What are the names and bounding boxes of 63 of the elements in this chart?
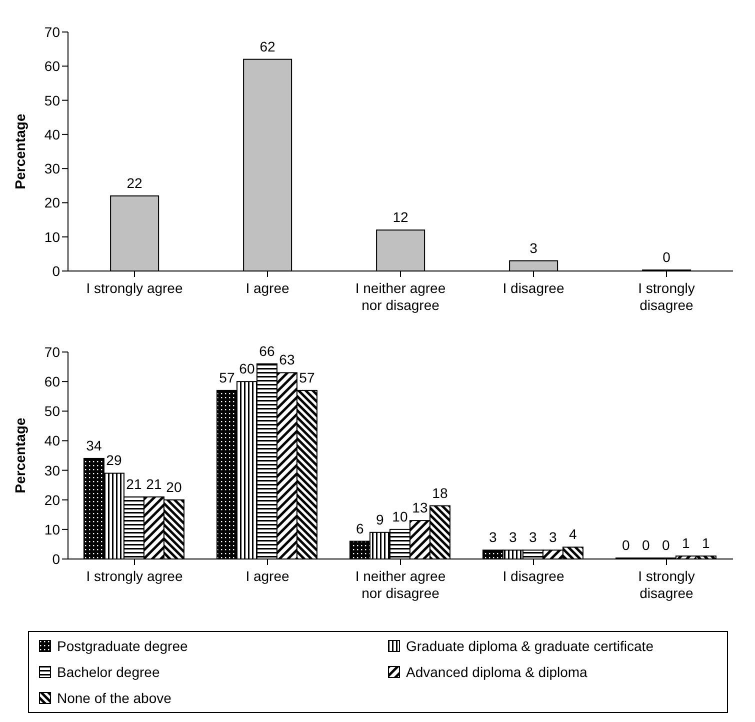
- legend-label: Graduate diploma & graduate certificate: [406, 638, 654, 654]
- y-tick-label: 60: [44, 58, 60, 74]
- data-label: 57: [219, 369, 235, 386]
- data-label: 3: [489, 529, 498, 546]
- data-label: 29: [106, 452, 122, 468]
- data-label: 1: [702, 535, 710, 552]
- y-tick-label: 10: [44, 521, 60, 538]
- y-tick-label: 70: [44, 344, 60, 360]
- x-tick-label: I neither agree nor disagree: [355, 280, 446, 313]
- data-label: 66: [259, 342, 275, 359]
- y-tick-label: 20: [44, 194, 60, 211]
- data-label: 60: [239, 360, 255, 377]
- x-tick-label: I disagree: [502, 280, 564, 296]
- data-label: 12: [392, 209, 409, 226]
- data-label: 3: [509, 529, 518, 546]
- data-label: 3: [549, 529, 558, 546]
- x-tick-label: I disagree: [502, 568, 564, 584]
- y-tick-label: 20: [44, 492, 60, 508]
- y-tick-label: 40: [44, 432, 60, 449]
- data-label: 4: [569, 526, 578, 542]
- y-axis-title: Percentage: [12, 418, 28, 494]
- x-tick-label: I strongly disagree: [638, 280, 695, 313]
- y-tick-label: 30: [44, 462, 60, 478]
- data-label: 63: [279, 352, 295, 368]
- y-tick-label: 40: [44, 126, 60, 142]
- y-tick-label: 70: [44, 24, 60, 40]
- y-tick-label: 0: [52, 550, 60, 567]
- x-tick-label: I agree: [246, 280, 290, 296]
- data-label: 62: [260, 38, 276, 54]
- data-label: 18: [432, 484, 448, 501]
- x-tick-label: I agree: [246, 568, 290, 584]
- y-axis-title: Percentage: [12, 114, 28, 190]
- x-tick-label: I neither agree nor disagree: [355, 568, 446, 601]
- y-tick-label: 30: [44, 160, 60, 177]
- data-label: 3: [529, 529, 538, 546]
- data-label: 0: [622, 537, 630, 553]
- data-label: 34: [86, 437, 102, 454]
- y-tick-label: 60: [44, 374, 60, 390]
- y-tick-label: 50: [44, 92, 60, 108]
- data-label: 9: [376, 511, 384, 528]
- y-tick-label: 50: [44, 403, 60, 420]
- data-label: 57: [299, 369, 315, 386]
- data-label: 3: [530, 240, 538, 256]
- data-label: 0: [662, 249, 671, 265]
- data-label: 0: [662, 537, 670, 553]
- legend-label: None of the above: [57, 690, 172, 706]
- y-tick-label: 10: [44, 228, 60, 245]
- legend-label: Advanced diploma & diploma: [406, 664, 588, 680]
- data-label: 0: [642, 537, 650, 553]
- data-label: 10: [392, 508, 408, 524]
- data-label: 6: [356, 520, 364, 536]
- legend-label: Bachelor degree: [57, 664, 160, 680]
- x-tick-label: I strongly agree: [86, 568, 183, 584]
- data-label: 21: [126, 476, 142, 492]
- data-label: 13: [412, 500, 428, 516]
- data-label: 22: [126, 174, 143, 191]
- x-tick-label: I strongly disagree: [638, 568, 695, 601]
- data-label: 21: [146, 476, 162, 492]
- legend-label: Postgraduate degree: [57, 638, 188, 654]
- x-tick-label: I strongly agree: [86, 280, 183, 296]
- y-tick-label: 0: [52, 262, 60, 279]
- data-label: 1: [682, 535, 690, 552]
- data-label: 20: [166, 478, 182, 495]
